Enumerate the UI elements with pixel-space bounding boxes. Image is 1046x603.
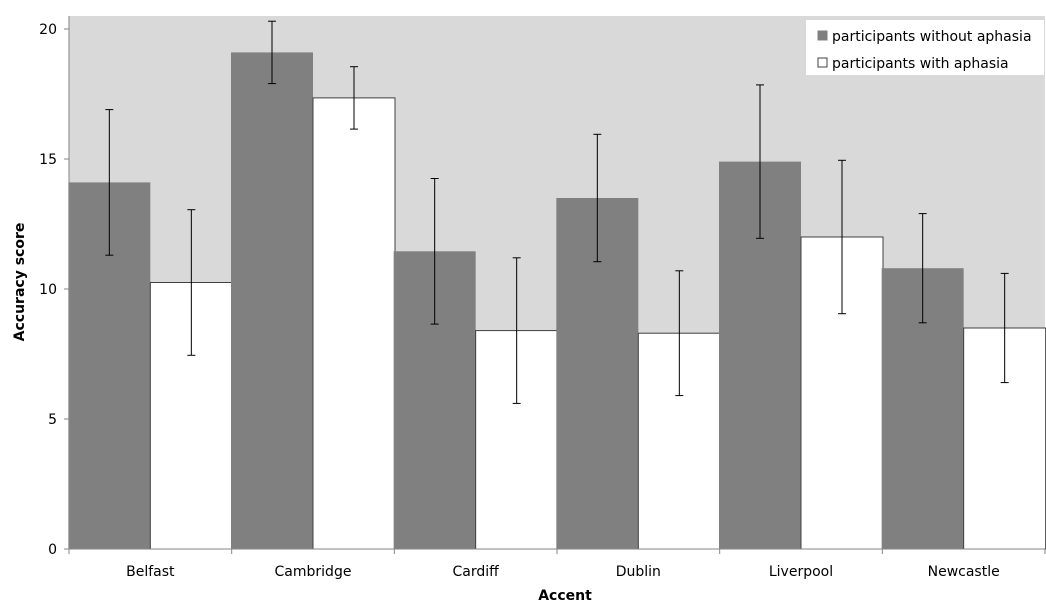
x-tick-label-newcastle: Newcastle [928,564,1000,580]
legend-swatch-without-aphasia [817,30,828,41]
x-tick-label-dublin: Dublin [616,564,661,580]
bar-without-aphasia-cambridge [231,52,313,550]
legend-swatch-with-aphasia [817,57,828,68]
labels-layer: Belfast Cambridge Cardiff Dublin Liverpool Ne… [39,22,1000,580]
x-tick-label-cardiff: Cardiff [453,564,500,580]
errorbars-layer [105,20,1009,404]
ticks-layer [64,28,1046,554]
y-tick-label-10: 10 [39,282,57,298]
error-bar-with-aphasia-cardiff [512,257,521,404]
error-bar-without-aphasia-liverpool [756,84,764,239]
legend-box [806,20,1044,75]
x-tick-label-belfast: Belfast [126,564,175,580]
legend-label-without-aphasia: participants without aphasia [832,29,1032,45]
legend-label-with-aphasia: participants with aphasia [832,56,1009,72]
error-bar-with-aphasia-dublin [675,270,684,397]
error-bar-with-aphasia-belfast [187,209,196,356]
x-axis-title: Accent [538,588,592,603]
error-bar-with-aphasia-liverpool [838,159,846,315]
x-tick-label-liverpool: Liverpool [769,564,833,580]
y-tick-label-20: 20 [39,22,57,38]
legend: participants without aphasia participant… [806,20,1044,75]
y-tick-label-5: 5 [48,412,57,428]
error-bar-without-aphasia-dublin [593,133,602,263]
bar-with-aphasia-cambridge [312,97,396,550]
error-bar-without-aphasia-cardiff [430,178,439,325]
error-bar-with-aphasia-cambridge [350,66,358,130]
y-tick-label-0: 0 [48,542,57,558]
error-bar-without-aphasia-cambridge [268,20,276,85]
y-tick-label-15: 15 [39,152,57,168]
y-axis-title: Accuracy score [12,223,28,342]
x-tick-label-cambridge: Cambridge [275,564,352,580]
error-bar-without-aphasia-belfast [105,109,114,256]
error-bar-with-aphasia-newcastle [1000,272,1009,384]
error-bar-without-aphasia-newcastle [918,213,927,324]
